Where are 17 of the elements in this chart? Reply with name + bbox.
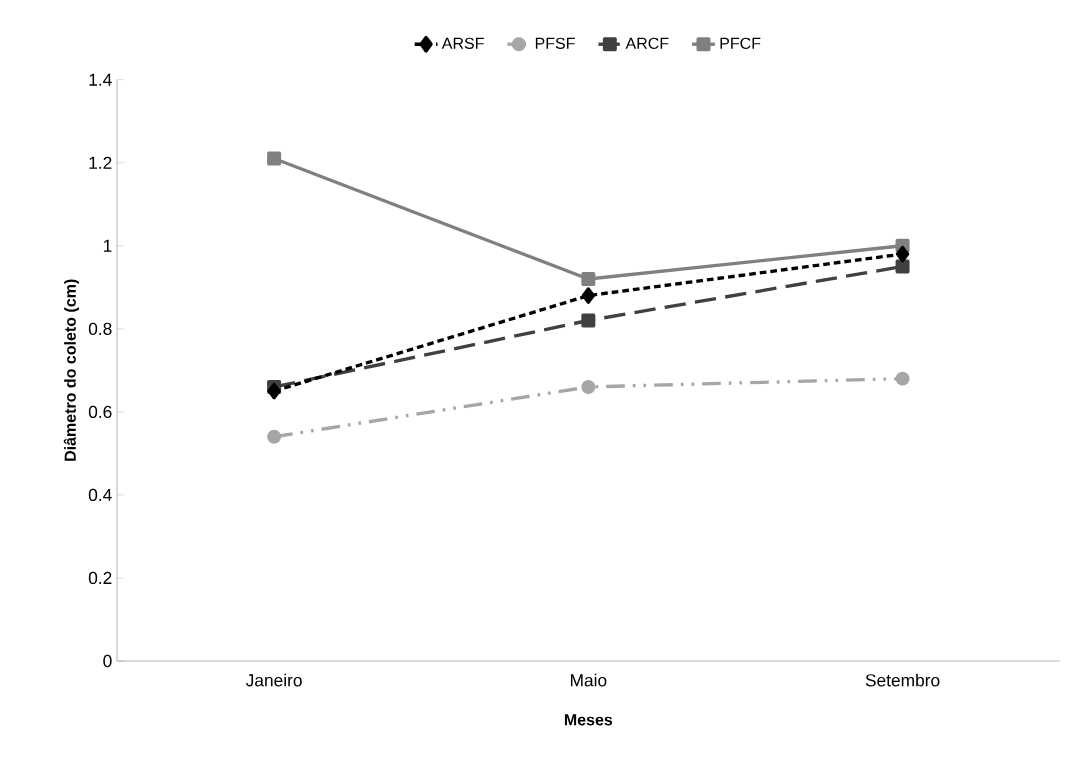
legend-label: PFCF — [720, 37, 761, 49]
legend-label: ARSF — [441, 37, 484, 49]
x-tick-label: Maio — [570, 673, 607, 687]
y-tick-label: 0.6 — [88, 405, 112, 418]
legend-label: ARCF — [625, 37, 669, 49]
y-tick-label: 0 — [103, 654, 112, 668]
x-tick-label: Janeiro — [245, 673, 302, 687]
y-tick-label: 1.4 — [89, 73, 112, 86]
y-tick-label: 0.2 — [88, 571, 112, 585]
legend-label: PFSF — [535, 37, 575, 49]
x-axis-title: Meses — [564, 714, 613, 726]
y-tick-label: 0.4 — [88, 488, 112, 502]
x-tick-label: Setembro — [865, 673, 940, 687]
y-tick-label: 0.8 — [88, 322, 112, 335]
y-axis-title: Diâmetro do coleto (cm) — [63, 279, 80, 461]
y-tick-label: 1 — [103, 239, 112, 252]
y-tick-label: 1.2 — [89, 156, 112, 169]
